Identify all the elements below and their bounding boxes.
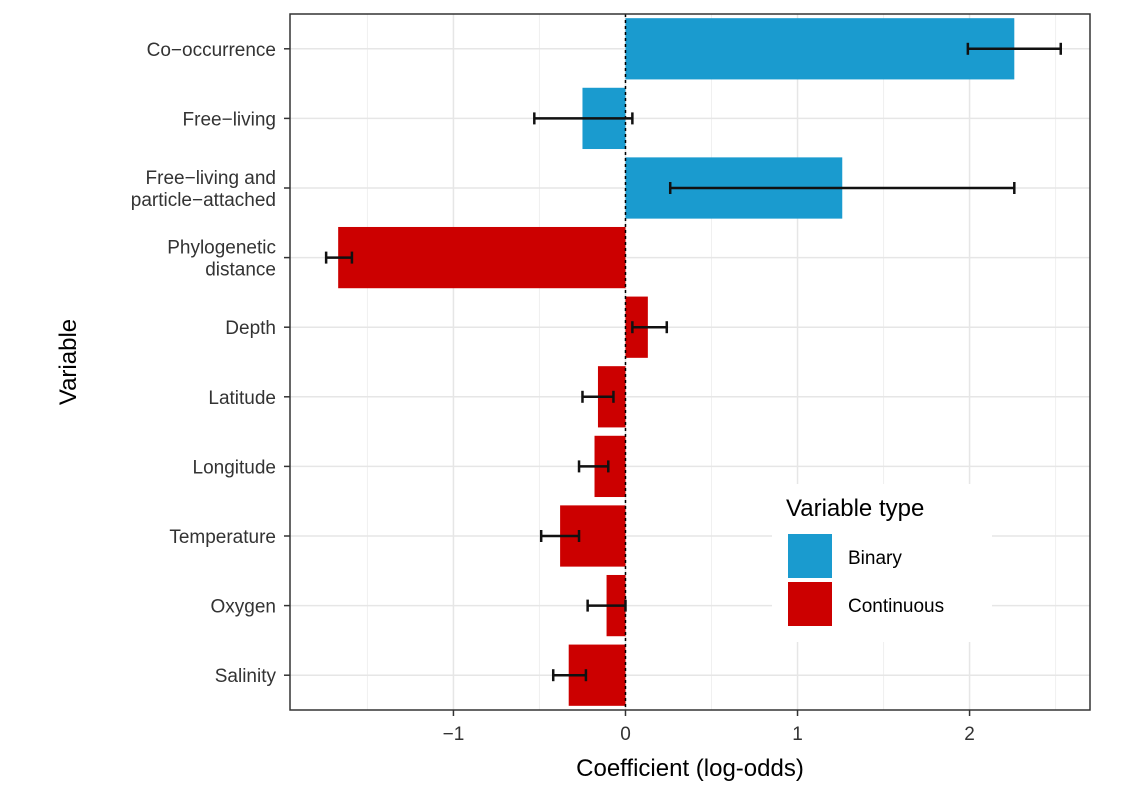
error-bar bbox=[631, 321, 669, 334]
y-axis-title: Variable bbox=[55, 319, 82, 405]
y-tick-label: Free−living and bbox=[146, 168, 276, 189]
error-bar bbox=[533, 112, 634, 125]
y-tick-label: Latitude bbox=[208, 388, 276, 409]
legend-key-binary bbox=[788, 534, 832, 578]
x-axis-title: Coefficient (log-odds) bbox=[576, 755, 804, 782]
y-tick-label: Salinity bbox=[215, 666, 277, 687]
legend-label-continuous: Continuous bbox=[848, 596, 944, 617]
legend-title: Variable type bbox=[786, 495, 924, 522]
legend-key-continuous bbox=[788, 582, 832, 626]
y-tick-labels: Co−occurrence Free−living Free−living andp… bbox=[131, 40, 290, 687]
y-tick-label: Oxygen bbox=[211, 597, 276, 618]
error-bar bbox=[586, 599, 627, 612]
error-bar bbox=[577, 460, 610, 473]
y-tick-label: Longitude bbox=[193, 457, 276, 478]
y-tick-label: Co−occurrence bbox=[147, 40, 276, 61]
x-tick-labels: −1 0 1 2 bbox=[443, 710, 975, 745]
gridlines bbox=[290, 14, 1090, 710]
error-bar bbox=[966, 42, 1063, 55]
x-tick-label: 2 bbox=[964, 724, 975, 745]
y-tick-label: particle−attached bbox=[131, 190, 276, 211]
bar bbox=[338, 226, 626, 289]
x-tick-label: 1 bbox=[792, 724, 803, 745]
x-tick-label: −1 bbox=[443, 724, 465, 745]
error-bar bbox=[581, 390, 615, 403]
error-bar bbox=[668, 182, 1016, 194]
error-bars bbox=[324, 42, 1063, 682]
y-tick-label: Temperature bbox=[169, 527, 276, 548]
error-bar bbox=[324, 251, 354, 264]
y-tick-label: Depth bbox=[225, 318, 276, 339]
legend: Variable type Binary Continuous bbox=[772, 484, 992, 642]
legend-label-binary: Binary bbox=[848, 548, 902, 569]
error-bar bbox=[551, 669, 588, 682]
y-tick-label: Free−living bbox=[183, 109, 276, 130]
y-tick-label: Phylogenetic bbox=[167, 238, 276, 259]
x-tick-label: 0 bbox=[620, 724, 631, 745]
error-bar bbox=[539, 530, 581, 542]
y-tick-label: distance bbox=[205, 260, 276, 281]
bars bbox=[338, 18, 1015, 706]
bar bbox=[625, 18, 1015, 80]
plot-panel-border bbox=[289, 13, 1091, 711]
